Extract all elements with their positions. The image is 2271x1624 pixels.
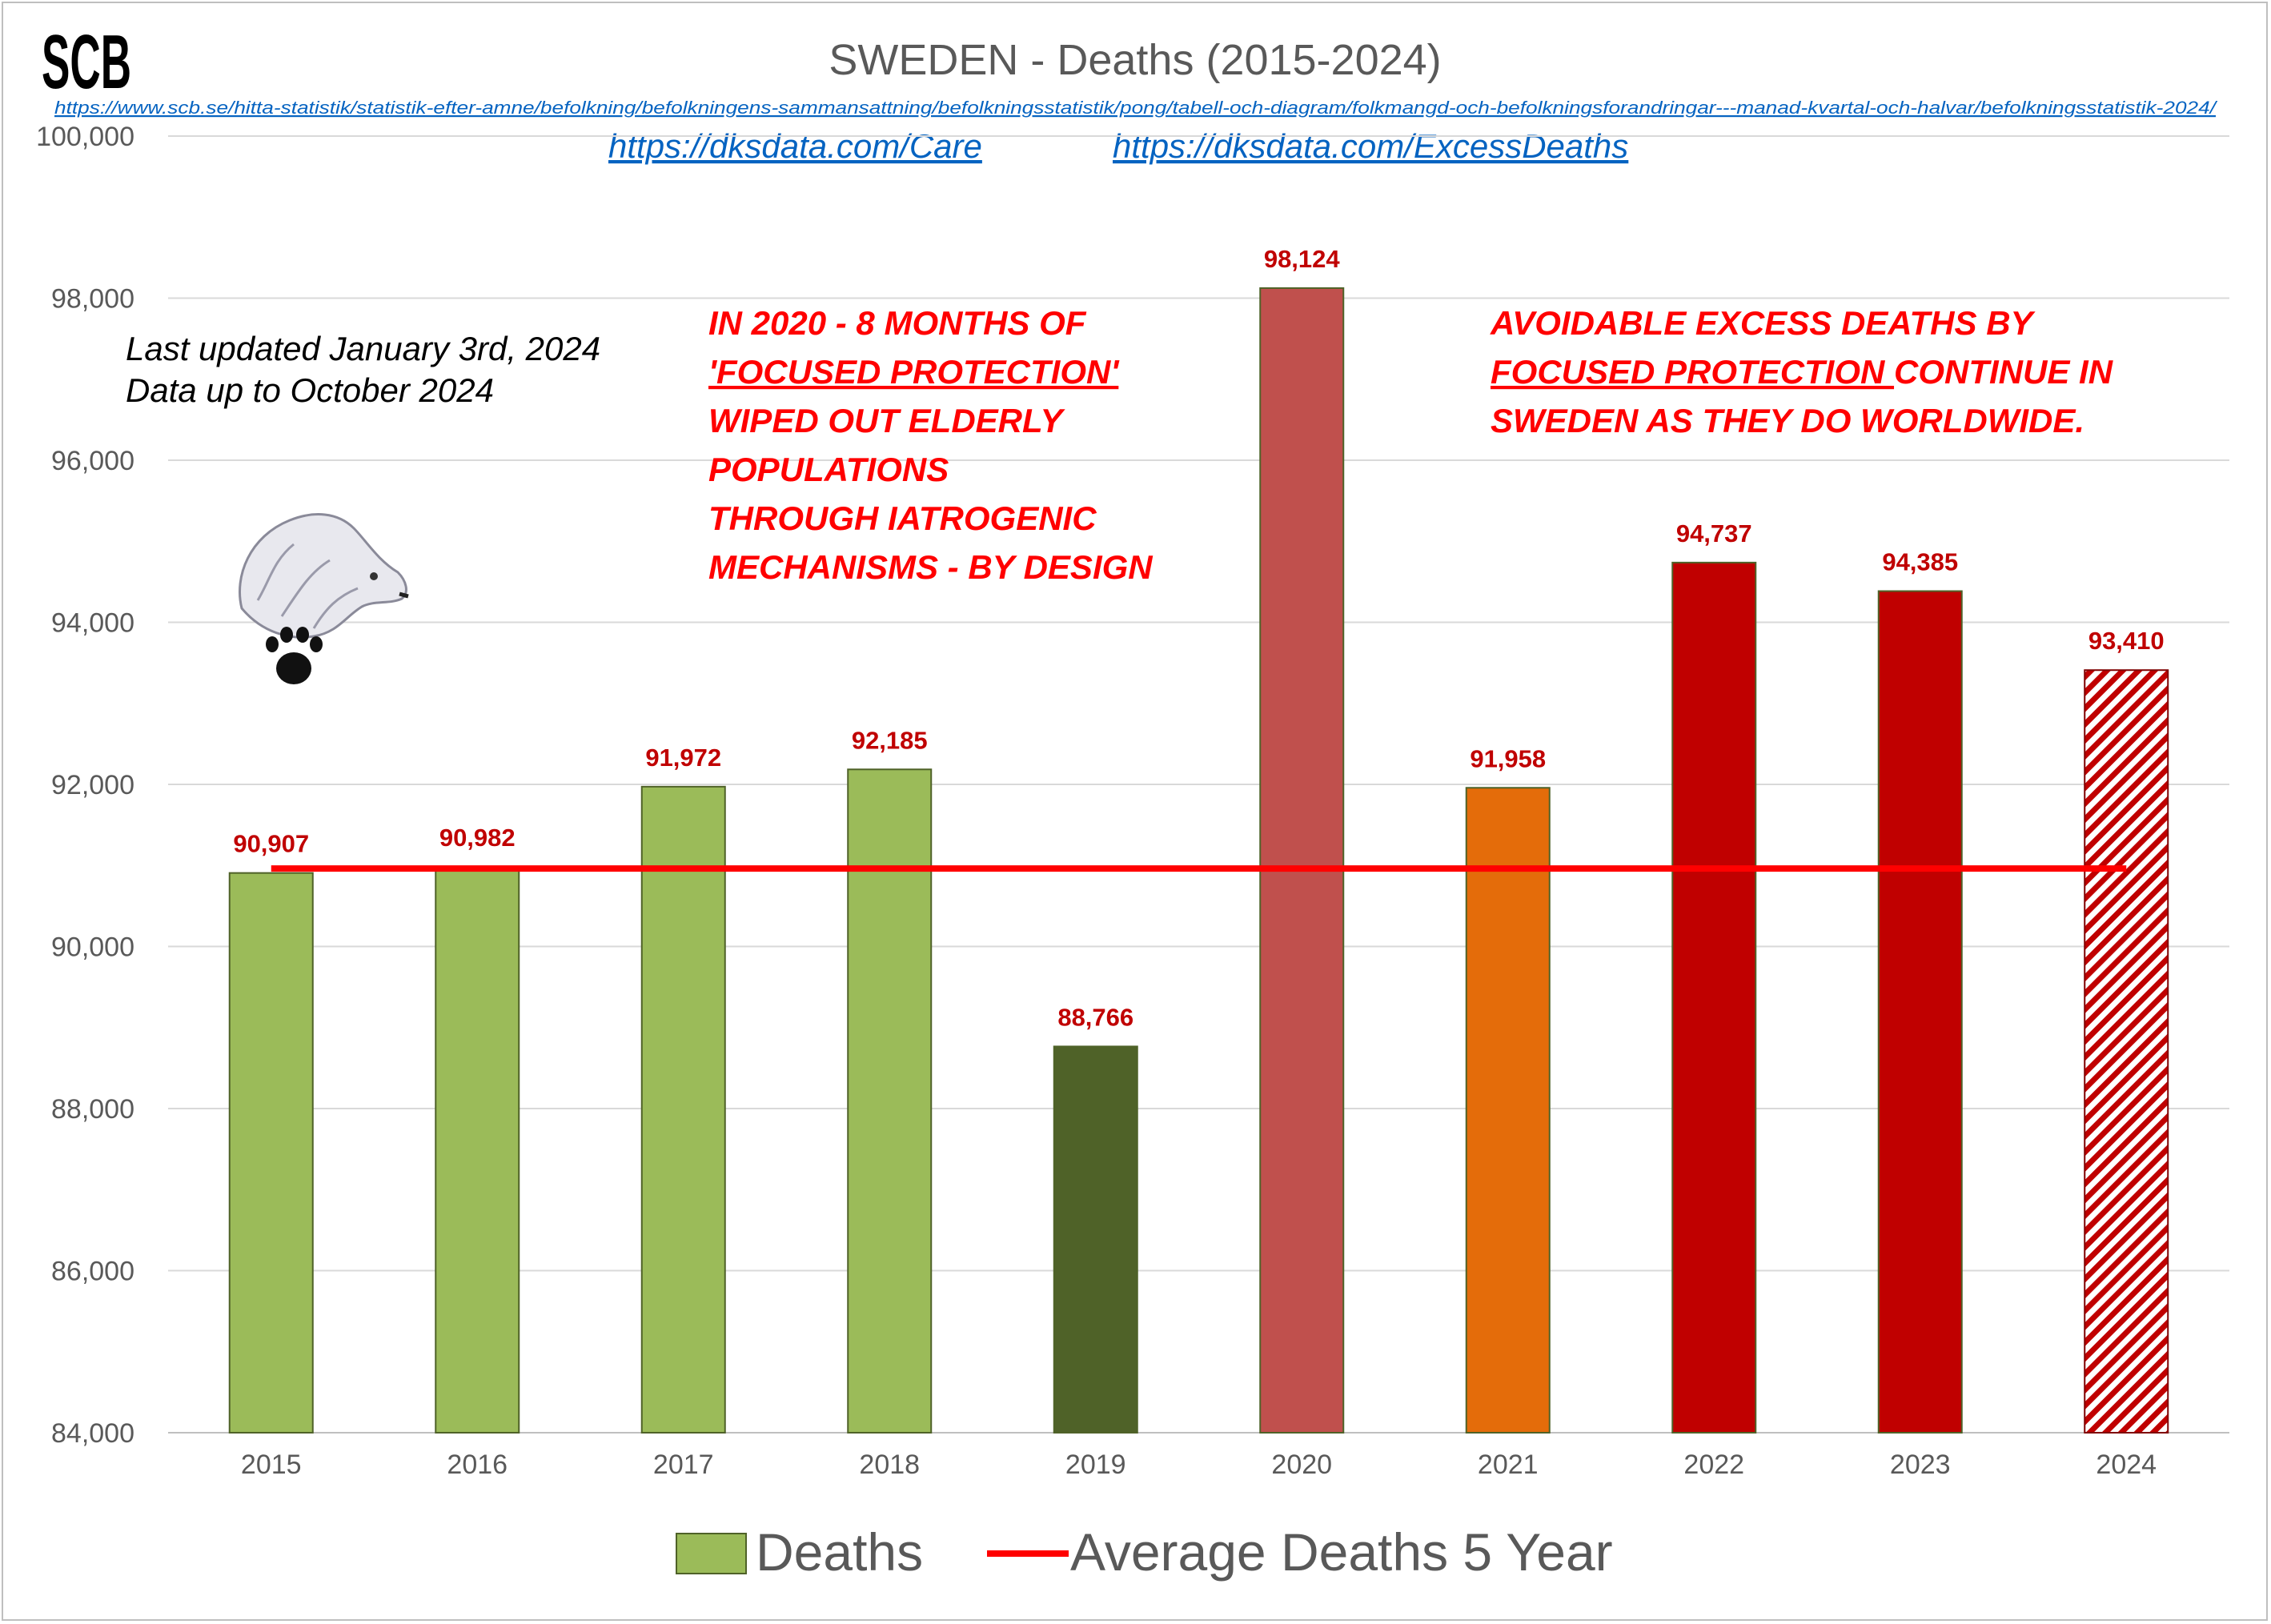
data-label-2020: 98,124 (1264, 245, 1341, 273)
data-label-2019: 88,766 (1057, 1003, 1133, 1031)
data-labels: 90,907 90,982 91,972 92,185 88,766 98,124 91,9… (233, 245, 2164, 1031)
data-range-note: Data up to October 2024 (126, 371, 494, 409)
x-tick-label-2024: 2024 (2096, 1450, 2157, 1480)
x-tick-label-2015: 2015 (241, 1450, 302, 1480)
y-axis: 84,000 86,000 88,000 90,000 92,000 94,000 96,0… (36, 122, 134, 1449)
bar-2024 (2084, 669, 2169, 1434)
bar-2020 (1259, 287, 1345, 1434)
x-tick-label-2020: 2020 (1271, 1450, 1332, 1480)
legend: Deaths Average Deaths 5 Year (676, 1522, 1613, 1582)
annotation-right-line3: SWEDEN AS THEY DO WORLDWIDE. (1491, 402, 2084, 439)
x-tick-label-2018: 2018 (859, 1450, 920, 1480)
annotation-left-line4: POPULATIONS (708, 451, 949, 488)
x-axis: 2015 2016 2017 2018 2019 2020 2021 2022 2023 2024 (241, 1450, 2157, 1480)
x-tick-label-2021: 2021 (1478, 1450, 1539, 1480)
chart-title: SWEDEN - Deaths (2015-2024) (829, 36, 1441, 84)
y-tick-label: 88,000 (51, 1094, 134, 1125)
data-label-2021: 91,958 (1470, 744, 1546, 772)
excess-deaths-link[interactable]: https://dksdata.com/ExcessDeaths (1113, 127, 1628, 165)
y-tick-label: 84,000 (51, 1418, 134, 1449)
wolf-logo-icon (239, 513, 409, 684)
data-label-2024: 93,410 (2088, 627, 2165, 655)
bar-2015 (228, 872, 314, 1434)
bar-2023 (1877, 590, 1963, 1434)
bar-2016 (435, 866, 520, 1434)
x-tick-label-2016: 2016 (447, 1450, 508, 1480)
y-tick-label: 90,000 (51, 932, 134, 963)
data-label-2018: 92,185 (852, 726, 928, 754)
annotation-left: IN 2020 - 8 MONTHS OF 'FOCUSED PROTECTIO… (708, 304, 1154, 586)
annotation-left-line6: MECHANISMS - BY DESIGN (708, 548, 1154, 586)
y-tick-label: 100,000 (36, 122, 134, 152)
legend-deaths-swatch (676, 1533, 747, 1574)
annotation-left-line1: IN 2020 - 8 MONTHS OF (708, 304, 1087, 342)
scb-logo: SCB (42, 19, 131, 105)
annotation-right-underlined: FOCUSED PROTECTION (1491, 353, 1894, 391)
data-label-2016: 90,982 (439, 824, 516, 852)
annotation-right-line1: AVOIDABLE EXCESS DEATHS BY (1490, 304, 2036, 342)
care-link[interactable]: https://dksdata.com/Care (608, 127, 982, 165)
annotation-left-line3: WIPED OUT ELDERLY (708, 402, 1066, 439)
data-label-2017: 91,972 (645, 744, 721, 772)
annotation-right: AVOIDABLE EXCESS DEATHS BY FOCUSED PROTE… (1490, 304, 2114, 439)
last-updated-note: Last updated January 3rd, 2024 (126, 330, 600, 367)
y-tick-label: 94,000 (51, 608, 134, 639)
data-label-2015: 90,907 (233, 830, 309, 858)
bar-2017 (640, 785, 726, 1434)
annotation-left-line2: 'FOCUSED PROTECTION' (708, 353, 1120, 391)
bar-2022 (1671, 561, 1757, 1434)
legend-average-label: Average Deaths 5 Year (1070, 1522, 1613, 1582)
bars (228, 287, 2169, 1434)
y-tick-label: 92,000 (51, 770, 134, 800)
x-tick-label-2023: 2023 (1890, 1450, 1951, 1480)
y-tick-label: 98,000 (51, 284, 134, 315)
bar-2021 (1465, 787, 1551, 1434)
annotation-right-rest: CONTINUE IN (1894, 353, 2114, 391)
x-tick-label-2017: 2017 (653, 1450, 714, 1480)
source-link[interactable]: https://www.scb.se/hitta-statistik/stati… (54, 98, 2217, 118)
annotation-left-line5: THROUGH IATROGENIC (708, 499, 1097, 537)
bar-2018 (847, 768, 933, 1434)
data-label-2022: 94,737 (1676, 519, 1752, 547)
legend-deaths-label: Deaths (756, 1522, 923, 1582)
data-label-2023: 94,385 (1882, 548, 1958, 576)
y-tick-label: 86,000 (51, 1257, 134, 1287)
annotation-right-line2: FOCUSED PROTECTION CONTINUE IN (1491, 353, 2114, 391)
y-tick-label: 96,000 (51, 446, 134, 476)
x-tick-label-2019: 2019 (1065, 1450, 1126, 1480)
x-tick-label-2022: 2022 (1683, 1450, 1744, 1480)
bar-2019 (1053, 1045, 1138, 1434)
